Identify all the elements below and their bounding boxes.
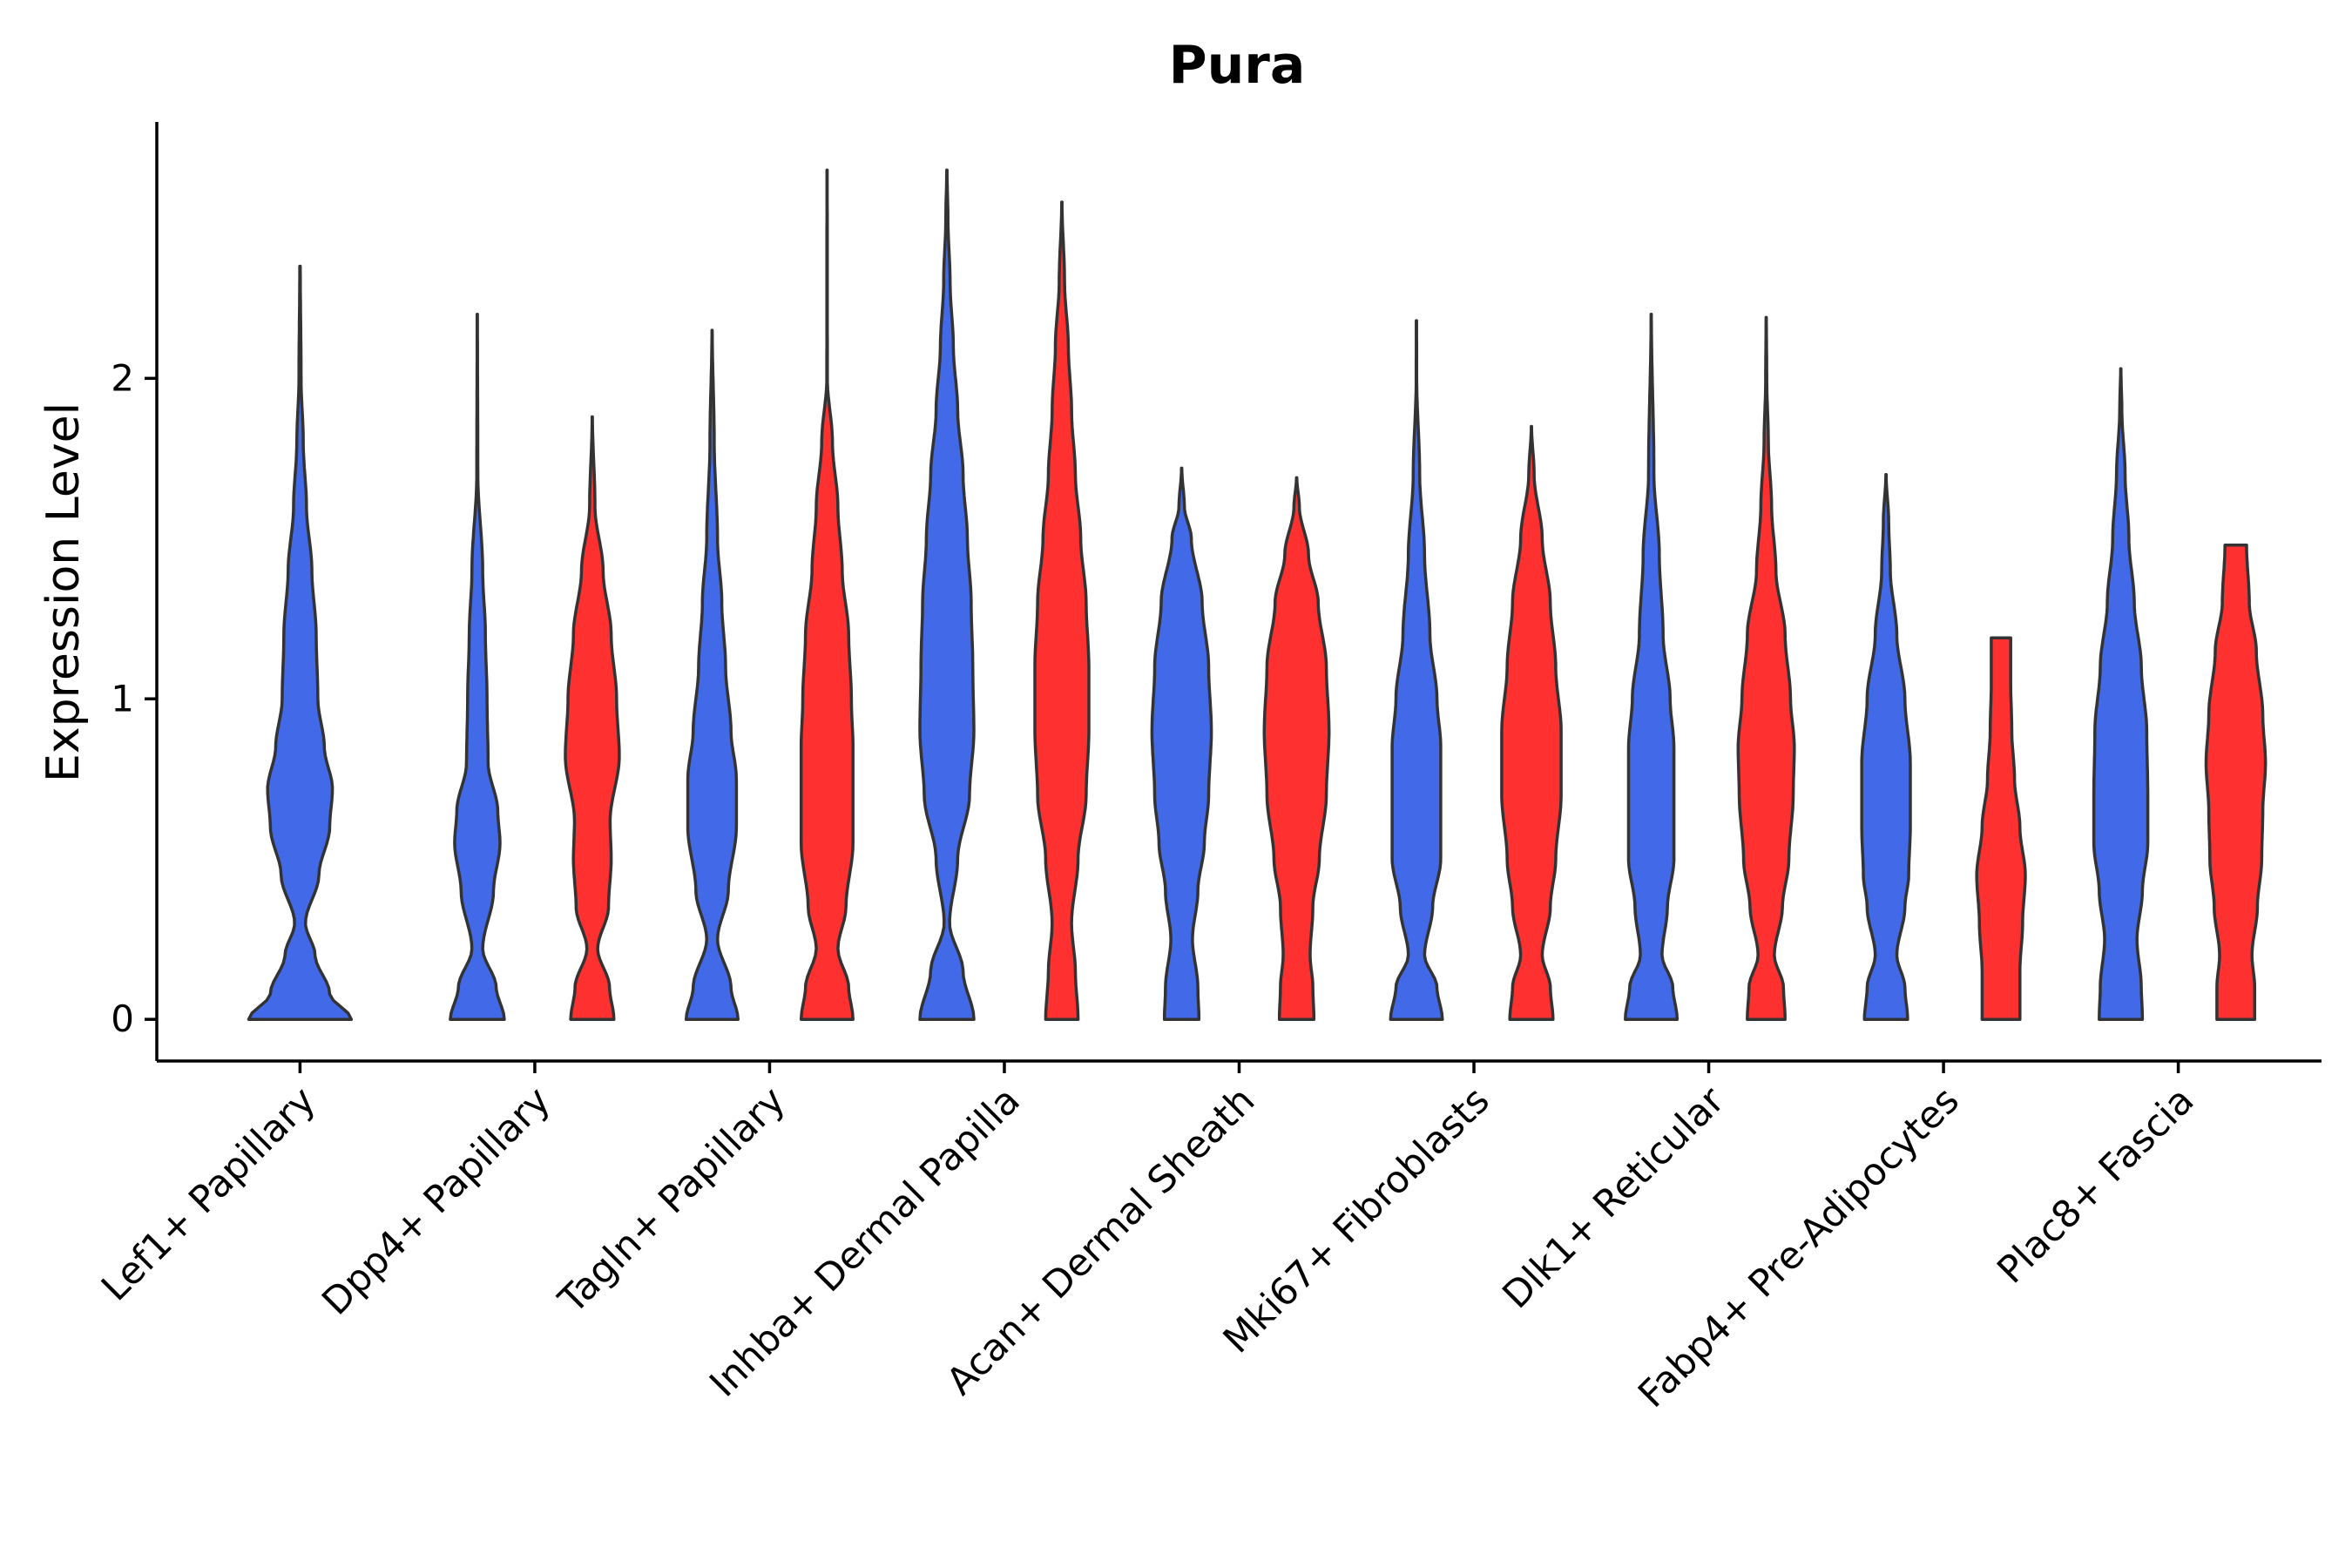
y-tick-label-1: 1 (111, 677, 134, 720)
y-tick-label-0: 0 (111, 997, 134, 1040)
violin-7-group-1 (1624, 313, 1680, 1021)
x-tick-label-1: Lef1+ Papillary (93, 1078, 324, 1309)
violin-3-group-2 (799, 168, 855, 1021)
violin-6-group-2 (1500, 424, 1563, 1021)
y-tick-label-2: 2 (111, 356, 134, 399)
violin-8-group-2 (1975, 636, 2027, 1021)
x-tick-label-7: Dlk1+ Reticular (1495, 1078, 1734, 1317)
violin-9-group-2 (2204, 543, 2268, 1021)
violin-4-group-1 (918, 168, 976, 1021)
chart-title: Pura (1169, 35, 1306, 96)
violin-5-group-1 (1150, 466, 1213, 1021)
violin-8-group-1 (1860, 472, 1912, 1021)
violin-9-group-1 (2092, 367, 2150, 1021)
x-tick-label-2: Dpp4+ Papillary (314, 1078, 558, 1323)
x-tick-label-3: Tagln+ Papillary (550, 1078, 794, 1322)
violin-7-group-2 (1736, 315, 1796, 1021)
x-tick-label-6: Mki67+ Fibroblasts (1215, 1078, 1498, 1362)
violins-layer (247, 168, 2268, 1021)
violin-1-group-1 (247, 264, 354, 1021)
y-axis-label: Expression Level (37, 402, 90, 782)
violin-3-group-1 (684, 328, 740, 1021)
violin-4-group-2 (1033, 200, 1091, 1021)
violin-2-group-1 (449, 313, 506, 1021)
violin-2-group-2 (564, 415, 621, 1021)
violin-5-group-2 (1262, 476, 1331, 1021)
violin-6-group-1 (1389, 319, 1444, 1021)
x-tick-label-9: Plac8+ Fascia (1989, 1078, 2202, 1292)
